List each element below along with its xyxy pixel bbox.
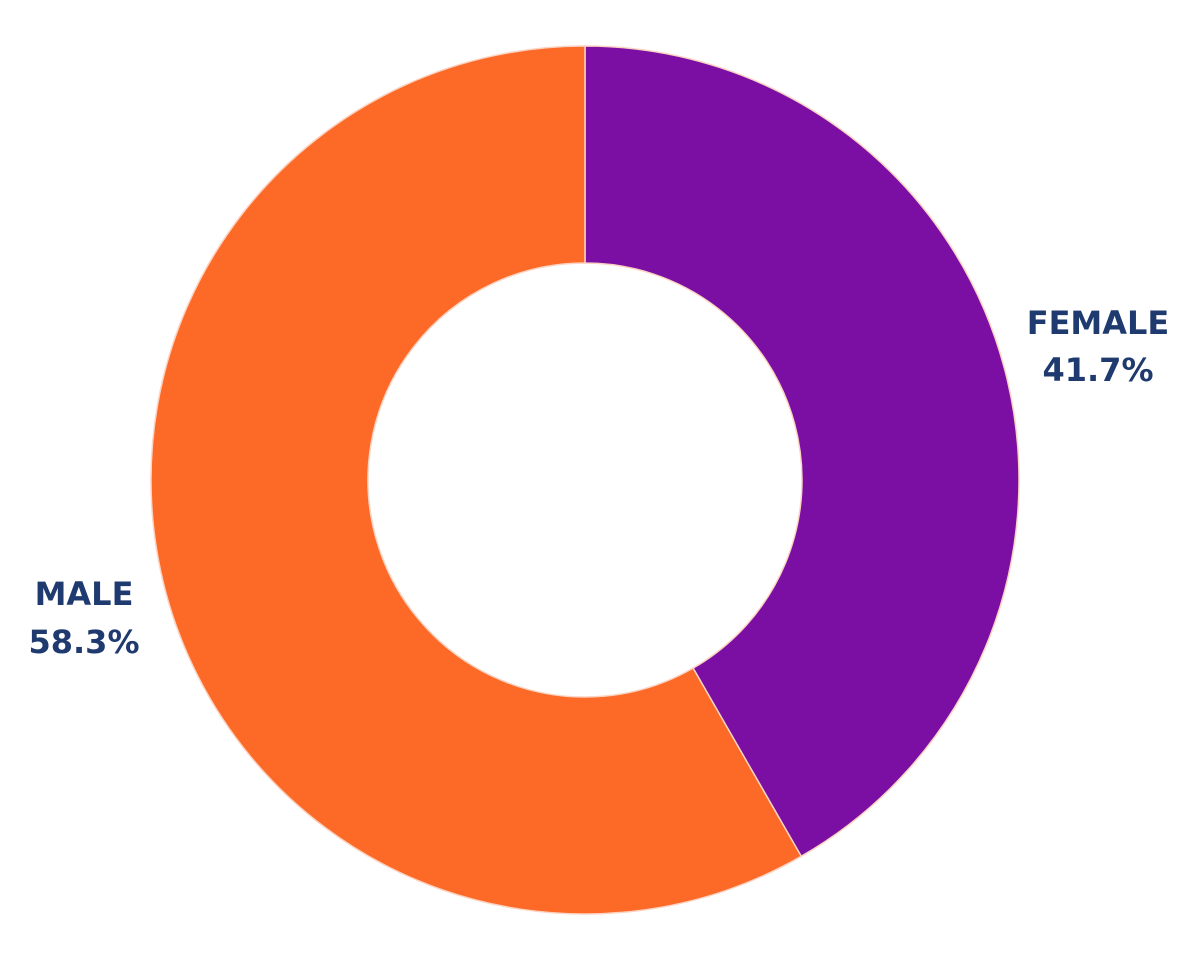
- donut-slice-male: [150, 45, 803, 915]
- slice-labels: FEMALE 41.7% MALE 58.3%: [28, 304, 1169, 661]
- slice-label-female: FEMALE: [1027, 304, 1170, 342]
- slice-value-female: 41.7%: [1042, 351, 1153, 389]
- slice-value-male: 58.3%: [28, 623, 139, 661]
- donut-slice-female: [584, 45, 1020, 858]
- slice-label-male: MALE: [35, 575, 134, 613]
- donut-slices: [150, 45, 1020, 915]
